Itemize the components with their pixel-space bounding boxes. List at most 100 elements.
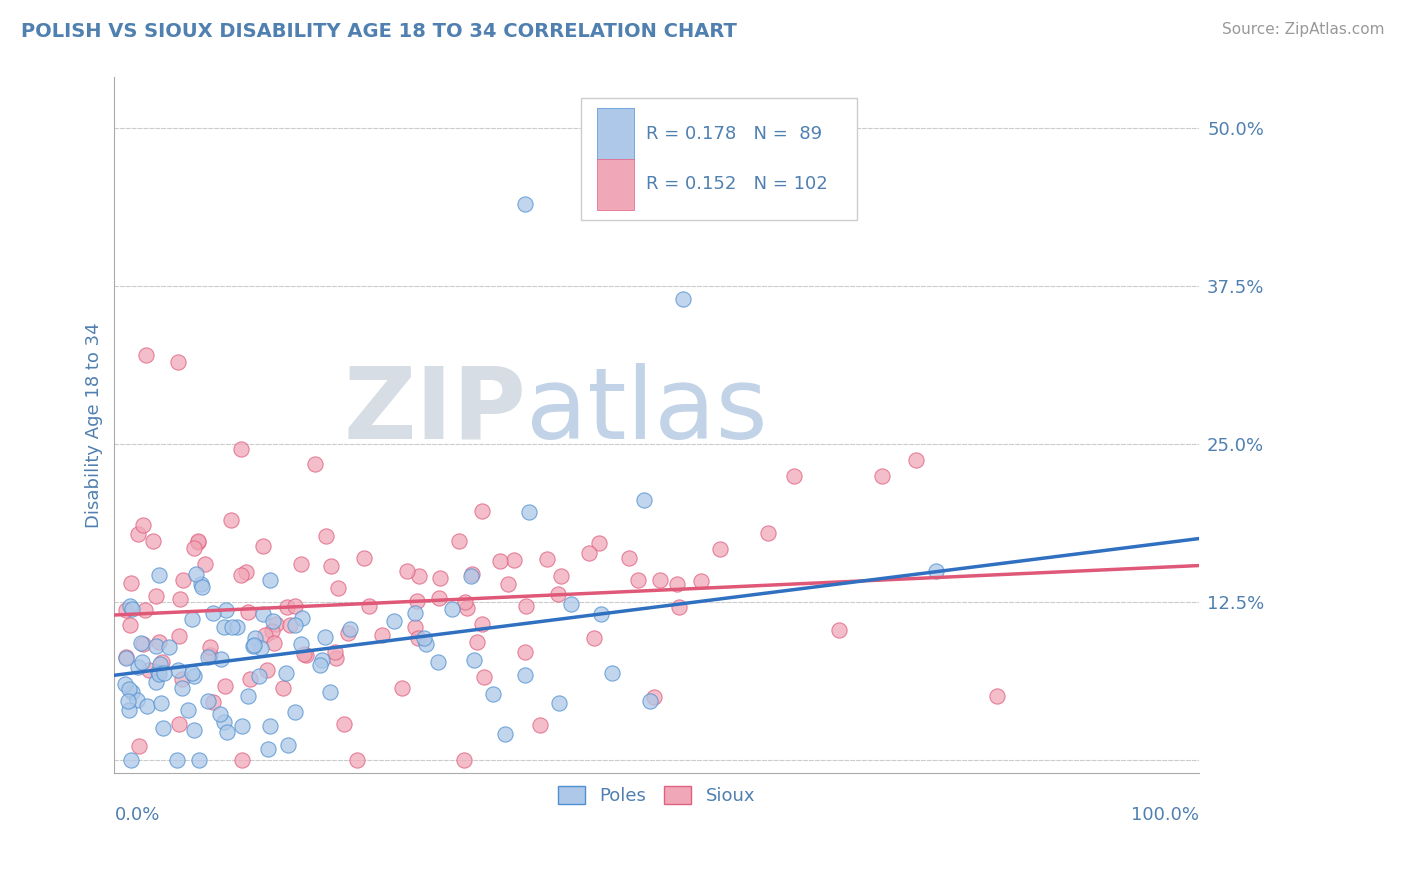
- Point: [284, 705, 307, 719]
- Y-axis label: Disability Age 18 to 34: Disability Age 18 to 34: [86, 322, 103, 528]
- Point: [136, 698, 159, 713]
- Point: [986, 689, 1008, 703]
- Point: [291, 611, 314, 625]
- Point: [153, 665, 176, 680]
- Point: [429, 571, 451, 585]
- Point: [187, 535, 209, 549]
- Point: [142, 533, 165, 548]
- Point: [828, 623, 851, 637]
- Text: R = 0.178   N =  89: R = 0.178 N = 89: [645, 125, 823, 143]
- Point: [214, 603, 236, 617]
- Point: [489, 554, 512, 568]
- Point: [547, 587, 569, 601]
- Point: [633, 493, 655, 508]
- Point: [503, 552, 526, 566]
- Point: [529, 718, 551, 732]
- Point: [326, 582, 349, 596]
- Point: [157, 640, 180, 654]
- Point: [627, 574, 650, 588]
- Point: [138, 663, 160, 677]
- Point: [690, 574, 713, 588]
- Point: [758, 525, 780, 540]
- Point: [115, 650, 138, 665]
- Point: [149, 696, 172, 710]
- Point: [259, 573, 281, 587]
- Point: [148, 665, 170, 679]
- Point: [200, 640, 222, 654]
- Point: [709, 541, 731, 556]
- Text: R = 0.152   N = 102: R = 0.152 N = 102: [645, 176, 828, 194]
- Point: [114, 650, 136, 665]
- Point: [256, 663, 278, 677]
- Point: [256, 742, 278, 756]
- Point: [190, 577, 212, 591]
- Point: [231, 753, 253, 767]
- Point: [262, 615, 284, 629]
- Point: [114, 677, 136, 691]
- Point: [166, 355, 188, 369]
- Point: [212, 620, 235, 634]
- Point: [382, 614, 405, 628]
- Point: [115, 603, 138, 617]
- Text: Source: ZipAtlas.com: Source: ZipAtlas.com: [1222, 22, 1385, 37]
- Point: [127, 659, 149, 673]
- Point: [314, 630, 336, 644]
- Point: [548, 696, 571, 710]
- Point: [494, 727, 516, 741]
- Point: [149, 657, 172, 671]
- FancyBboxPatch shape: [598, 159, 634, 210]
- Point: [496, 577, 519, 591]
- Point: [472, 670, 495, 684]
- Point: [311, 653, 333, 667]
- Point: [263, 636, 285, 650]
- Point: [278, 618, 301, 632]
- Point: [117, 694, 139, 708]
- Point: [217, 725, 239, 739]
- Point: [150, 656, 173, 670]
- Point: [672, 292, 695, 306]
- Point: [177, 703, 200, 717]
- Point: [513, 196, 536, 211]
- Point: [167, 717, 190, 731]
- Point: [167, 663, 190, 677]
- Point: [134, 603, 156, 617]
- Text: POLISH VS SIOUX DISABILITY AGE 18 TO 34 CORRELATION CHART: POLISH VS SIOUX DISABILITY AGE 18 TO 34 …: [21, 22, 737, 41]
- Point: [337, 626, 360, 640]
- Point: [515, 668, 537, 682]
- Point: [319, 559, 342, 574]
- Point: [183, 541, 205, 555]
- Point: [482, 687, 505, 701]
- Point: [209, 651, 232, 665]
- Point: [197, 650, 219, 665]
- Point: [127, 527, 149, 541]
- Point: [183, 669, 205, 683]
- Point: [229, 567, 252, 582]
- Point: [231, 442, 253, 456]
- Point: [325, 644, 347, 658]
- Point: [578, 546, 600, 560]
- Point: [404, 606, 426, 620]
- Point: [172, 573, 194, 587]
- Point: [131, 637, 153, 651]
- Point: [188, 753, 211, 767]
- Point: [461, 567, 484, 582]
- Point: [515, 599, 537, 613]
- Point: [294, 647, 316, 661]
- Point: [120, 599, 142, 614]
- Point: [260, 624, 283, 638]
- Point: [169, 591, 191, 606]
- Point: [359, 599, 381, 613]
- Point: [471, 504, 494, 518]
- Point: [125, 692, 148, 706]
- Point: [304, 457, 326, 471]
- Point: [536, 552, 558, 566]
- Point: [121, 685, 143, 699]
- Point: [200, 648, 222, 662]
- Point: [339, 622, 361, 636]
- Point: [166, 753, 188, 767]
- Point: [371, 628, 394, 642]
- Text: 100.0%: 100.0%: [1130, 805, 1199, 824]
- Point: [212, 715, 235, 730]
- Point: [277, 738, 299, 752]
- Point: [276, 599, 298, 614]
